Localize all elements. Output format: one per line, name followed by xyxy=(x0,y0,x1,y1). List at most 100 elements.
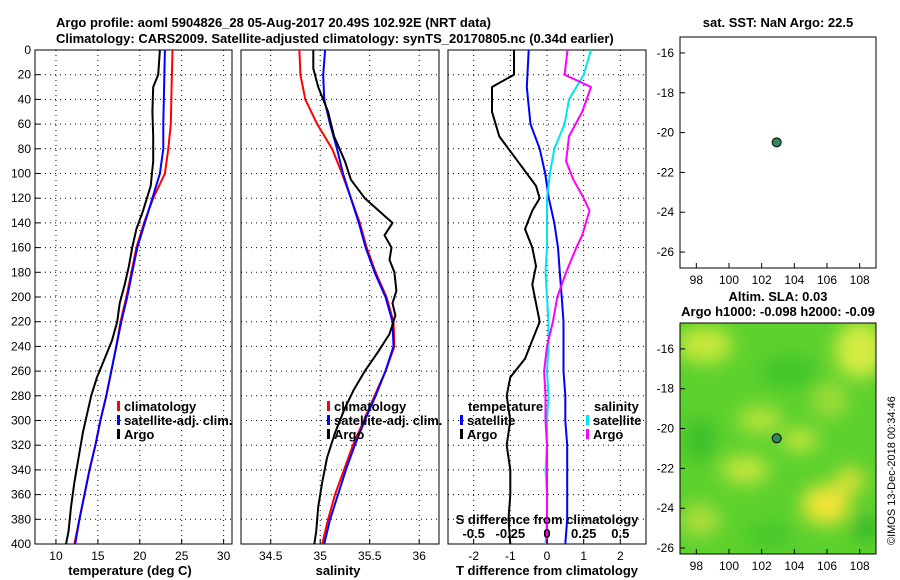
sla-heatmap xyxy=(680,323,876,554)
sst-map-title: sat. SST: NaN Argo: 22.5 xyxy=(703,15,854,30)
y-tick-label: -18 xyxy=(657,382,675,396)
temperature-plot-frame xyxy=(34,49,233,545)
x-tick-label: 35 xyxy=(314,549,328,563)
y-tick-label: -16 xyxy=(657,342,675,356)
legend-label-s-argo: Argo xyxy=(593,427,623,442)
legend-header-salinity: salinity xyxy=(594,399,640,414)
legend-label-argo: Argo xyxy=(124,427,154,442)
sst-map-panel: sat. SST: NaN Argo: 22.5 98 100 102 104 106 1… xyxy=(657,15,877,287)
temperature-panel: 0 20 40 60 80 100 120 140 160 180 200 220 240 260 280 3… xyxy=(11,43,233,578)
x-tick-label: 0 xyxy=(544,549,551,563)
sla-map-panel: Altim. SLA: 0.03 Argo h1000: -0.098 h200… xyxy=(657,289,877,573)
y-tick-label: -24 xyxy=(657,205,675,219)
legend-swatch-satellite xyxy=(117,415,120,425)
y-tick-label: -22 xyxy=(657,461,675,475)
argo-location-marker xyxy=(771,137,782,148)
x-tick-label: -2 xyxy=(468,549,479,563)
series-line-satellite-adj-clim- xyxy=(322,49,395,545)
x-tick-top-label: 0 xyxy=(543,526,550,541)
difference-legend: temperature salinity satellite Argo sate… xyxy=(460,399,641,442)
x-tick-top-label: 0.5 xyxy=(611,526,629,541)
series-line-argo xyxy=(312,50,398,545)
difference-panel: -2 -1 0 1 2 -0.5 -0.25 0 0.25 0.5 S difference f… xyxy=(447,49,647,578)
x-tick-label: 104 xyxy=(784,273,804,287)
figure-title-line2: Climatology: CARS2009. Satellite-adjuste… xyxy=(56,31,614,46)
x-tick-label: 98 xyxy=(690,273,704,287)
y-tick-label: 380 xyxy=(11,512,31,526)
y-tick-label: -20 xyxy=(657,422,675,436)
temperature-legend: climatology satellite-adj. clim. Argo xyxy=(117,399,232,442)
imos-watermark: ©IMOS 13-Dec-2018 00:34:46 xyxy=(886,396,898,545)
y-tick-label: 400 xyxy=(11,537,31,551)
y-tick-label: 280 xyxy=(11,389,31,403)
legend-label-s-satellite: satellite xyxy=(593,413,641,428)
legend-label-climatology: climatology xyxy=(124,399,197,414)
legend-swatch-argo xyxy=(117,429,120,439)
difference-xlabel: T difference from climatology xyxy=(456,563,639,578)
legend-label-satellite: satellite-adj. clim. xyxy=(334,413,442,428)
salinity-xlabel: salinity xyxy=(316,563,362,578)
x-tick-label: 100 xyxy=(719,273,739,287)
legend-swatch-climatology xyxy=(327,401,330,411)
y-tick-label: 40 xyxy=(18,92,32,106)
x-tick-label: 102 xyxy=(752,559,772,573)
y-tick-label: -24 xyxy=(657,501,675,515)
y-tick-label: 80 xyxy=(18,142,32,156)
x-tick-label: 10 xyxy=(49,549,63,563)
y-tick-label: -16 xyxy=(657,46,675,60)
x-tick-label: 108 xyxy=(850,559,870,573)
y-tick-label: 340 xyxy=(11,463,31,477)
x-tick-label: 34.5 xyxy=(259,549,283,563)
y-tick-label: 180 xyxy=(11,265,31,279)
x-tick-label: 100 xyxy=(719,559,739,573)
y-tick-label: -26 xyxy=(657,541,675,555)
difference-xlabel-top: S difference from climatology xyxy=(456,512,640,527)
x-tick-label: 2 xyxy=(617,549,624,563)
y-tick-label: 240 xyxy=(11,339,31,353)
legend-label-t-argo: Argo xyxy=(467,427,497,442)
y-tick-label: -20 xyxy=(657,126,675,140)
x-tick-label: 30 xyxy=(217,549,231,563)
x-tick-label: -1 xyxy=(505,549,516,563)
legend-label-climatology: climatology xyxy=(334,399,407,414)
sla-map-frame xyxy=(679,322,877,555)
figure-title-line1: Argo profile: aoml 5904826_28 05-Aug-201… xyxy=(56,15,491,30)
x-tick-top-label: -0.25 xyxy=(496,526,526,541)
salinity-legend: climatology satellite-adj. clim. Argo xyxy=(327,399,442,442)
y-tick-label: 20 xyxy=(18,68,32,82)
legend-swatch-climatology xyxy=(117,401,120,411)
y-tick-label: 140 xyxy=(11,216,31,230)
y-tick-label: -26 xyxy=(657,245,675,259)
series-line-t-satellite xyxy=(525,49,569,545)
y-tick-label: -22 xyxy=(657,165,675,179)
legend-swatch-satellite xyxy=(327,415,330,425)
x-tick-label: 98 xyxy=(690,559,704,573)
x-tick-top-label: -0.5 xyxy=(462,526,484,541)
y-tick-label: 220 xyxy=(11,315,31,329)
y-tick-label: 160 xyxy=(11,241,31,255)
x-tick-label: 106 xyxy=(817,273,837,287)
x-tick-label: 35.5 xyxy=(358,549,382,563)
temperature-xlabel: temperature (deg C) xyxy=(68,563,192,578)
series-line-s-argo xyxy=(543,49,592,544)
x-tick-label: 108 xyxy=(850,273,870,287)
x-tick-top-label: 0.25 xyxy=(571,526,596,541)
salinity-panel: 34.5 35 35.5 36 salinity climatology satell… xyxy=(240,49,442,578)
argo-location-marker xyxy=(771,433,782,444)
y-tick-label: 200 xyxy=(11,290,31,304)
y-tick-label: 0 xyxy=(24,43,31,57)
x-tick-label: 106 xyxy=(817,559,837,573)
legend-swatch-s-satellite xyxy=(586,415,589,425)
y-tick-label: 360 xyxy=(11,488,31,502)
series-line-satellite-adj-clim- xyxy=(74,49,166,545)
legend-swatch-s-argo xyxy=(586,429,589,439)
legend-label-satellite: satellite-adj. clim. xyxy=(124,413,232,428)
x-tick-label: 104 xyxy=(784,559,804,573)
legend-swatch-t-satellite xyxy=(460,415,463,425)
legend-label-argo: Argo xyxy=(334,427,364,442)
x-tick-label: 36 xyxy=(413,549,427,563)
series-line-t-argo xyxy=(491,50,541,545)
legend-swatch-t-argo xyxy=(460,429,463,439)
y-tick-label: 320 xyxy=(11,438,31,452)
